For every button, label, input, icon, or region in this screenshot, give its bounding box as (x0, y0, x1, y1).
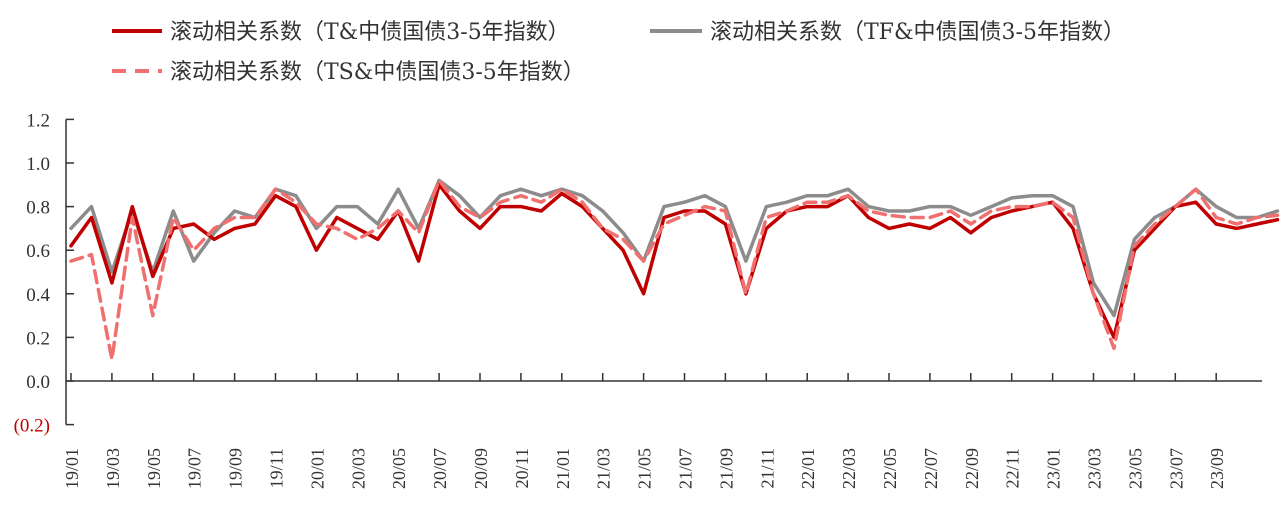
y-tick-label: 1.0 (26, 154, 50, 175)
x-tick-label: 23/07 (1166, 448, 1186, 489)
y-tick-label: 0.8 (26, 198, 50, 219)
x-tick-label: 19/11 (267, 448, 287, 488)
x-tick-label: 22/01 (798, 448, 818, 489)
x-tick-label: 22/11 (1003, 448, 1023, 488)
legend: 滚动相关系数（T&中债国债3-5年指数） 滚动相关系数（TF&中债国债3-5年指数… (112, 20, 1125, 85)
x-tick-label: 20/11 (512, 448, 532, 488)
x-tick-label: 23/05 (1125, 448, 1145, 489)
y-tick-label: 0.2 (26, 328, 50, 349)
x-tick-label: 21/03 (594, 448, 614, 489)
x-tick-label: 20/07 (430, 448, 450, 489)
y-tick-label: 1.2 (26, 110, 50, 131)
x-tick-label: 21/01 (553, 448, 573, 489)
y-tick-label: 0.6 (26, 241, 50, 262)
x-tick-label: 21/09 (716, 448, 736, 489)
legend-label-2: 滚动相关系数（TF&中债国债3-5年指数） (710, 20, 1125, 45)
x-tick-label: 22/09 (962, 448, 982, 489)
legend-label-1: 滚动相关系数（T&中债国债3-5年指数） (170, 20, 570, 45)
x-tick-label: 19/05 (144, 448, 164, 489)
x-tick-label: 19/03 (103, 448, 123, 489)
x-tick-label: 19/01 (62, 448, 82, 489)
x-axis: 19/01 19/03 19/05 19/07 19/09 19/11 20/01 20/03… (62, 373, 1262, 489)
x-tick-label: 20/01 (307, 448, 327, 489)
x-tick-label: 21/05 (635, 448, 655, 489)
plot-area (69, 178, 1280, 361)
y-tick-label: (0.2) (14, 416, 50, 437)
x-tick-label: 22/05 (880, 448, 900, 489)
x-tick-label: 22/03 (839, 448, 859, 489)
x-tick-label: 20/05 (389, 448, 409, 489)
series-line-1 (69, 183, 1280, 340)
y-tick-label: 0.4 (26, 285, 50, 306)
x-tick-label: 20/03 (348, 448, 368, 489)
x-tick-label: 23/09 (1207, 448, 1227, 489)
y-tick-label: 0.0 (26, 372, 50, 393)
x-tick-label: 19/07 (185, 448, 205, 489)
x-tick-label: 22/07 (921, 448, 941, 489)
x-tick-label: 20/09 (471, 448, 491, 489)
legend-label-3: 滚动相关系数（TS&中债国债3-5年指数） (170, 60, 585, 85)
x-tick-label: 19/09 (226, 448, 246, 489)
x-tick-label: 21/07 (676, 448, 696, 489)
y-axis: (0.2) 0.0 0.2 0.4 0.6 0.8 1.0 1.2 (14, 110, 74, 437)
x-tick-label: 23/03 (1085, 448, 1105, 489)
x-tick-label: 23/01 (1044, 448, 1064, 489)
x-tick-label: 21/11 (757, 448, 777, 488)
series-line-3 (69, 178, 1280, 361)
series-line-2 (69, 178, 1280, 318)
